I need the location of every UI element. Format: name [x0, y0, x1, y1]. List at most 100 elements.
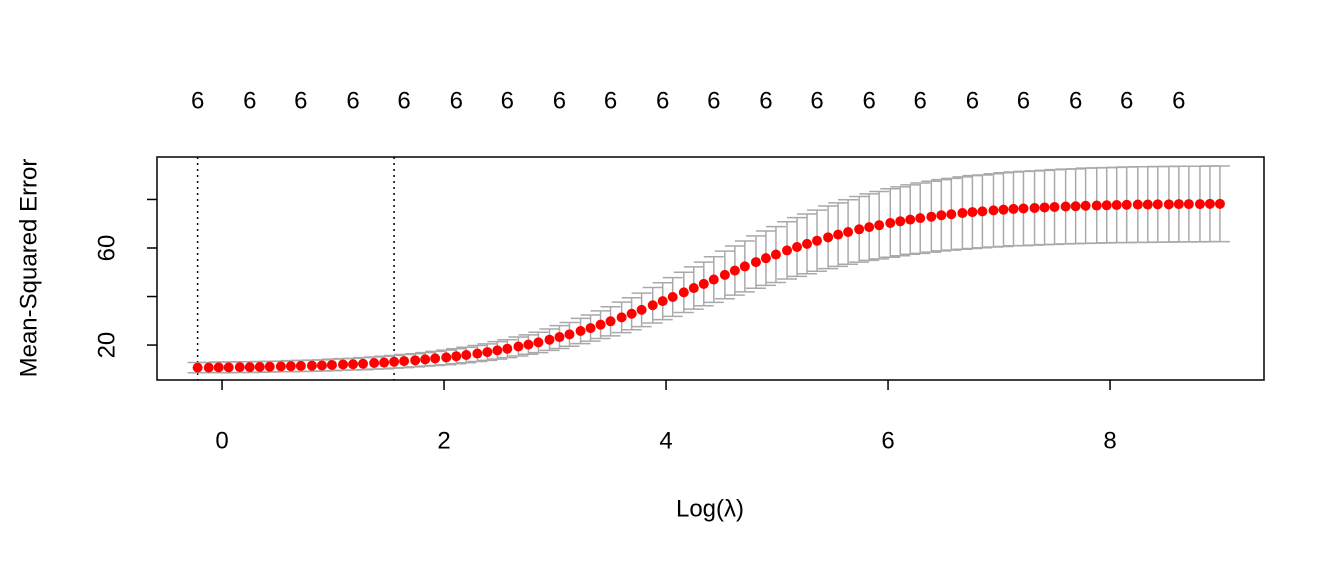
point: [585, 323, 596, 334]
point: [1121, 199, 1132, 210]
point: [223, 362, 234, 373]
point: [1214, 198, 1225, 209]
top-axis-label: 6: [707, 87, 720, 114]
point: [399, 356, 410, 367]
point: [936, 210, 947, 221]
point: [595, 319, 606, 330]
point: [213, 362, 224, 373]
point: [874, 220, 885, 231]
x-axis-label: Log(λ): [676, 495, 744, 522]
point: [905, 214, 916, 225]
point: [967, 207, 978, 218]
point: [451, 351, 462, 362]
point: [338, 359, 349, 370]
point: [1194, 199, 1205, 210]
point: [988, 205, 999, 216]
point: [348, 359, 359, 370]
top-axis-label: 6: [553, 87, 566, 114]
point: [554, 332, 565, 343]
y-tick-label: 20: [93, 332, 120, 359]
point: [379, 357, 390, 368]
point: [513, 341, 524, 352]
point: [678, 287, 689, 298]
point: [295, 360, 306, 371]
point: [885, 218, 896, 229]
point: [946, 209, 957, 220]
point: [605, 316, 616, 327]
point: [472, 348, 483, 359]
point: [192, 362, 203, 373]
point: [523, 339, 534, 350]
top-axis-label: 6: [346, 87, 359, 114]
point: [729, 265, 740, 276]
point: [977, 206, 988, 217]
point: [657, 296, 668, 307]
top-axis-label: 6: [294, 87, 307, 114]
point: [1080, 200, 1091, 211]
point: [843, 226, 854, 237]
point: [626, 308, 637, 319]
x-tick-label: 0: [215, 427, 228, 454]
point: [750, 257, 761, 268]
point: [264, 361, 275, 372]
x-tick-label: 6: [881, 427, 894, 454]
point: [1029, 202, 1040, 213]
point: [957, 208, 968, 219]
point: [1070, 201, 1081, 212]
point: [1091, 200, 1102, 211]
point: [770, 249, 781, 260]
point: [802, 238, 813, 249]
top-axis-label: 6: [450, 87, 463, 114]
point: [1173, 199, 1184, 210]
y-axis-label: Mean-Squared Error: [15, 159, 42, 378]
point: [1018, 203, 1029, 214]
point: [1183, 199, 1194, 210]
point: [564, 329, 575, 340]
point: [389, 356, 400, 367]
x-tick-label: 4: [659, 427, 672, 454]
point: [616, 312, 627, 323]
point: [1152, 199, 1163, 210]
point: [1142, 199, 1153, 210]
point: [234, 362, 245, 373]
point: [1049, 201, 1060, 212]
point: [502, 343, 513, 354]
point: [823, 232, 834, 243]
top-axis-label: 6: [966, 87, 979, 114]
point: [998, 204, 1009, 215]
top-axis-label: 6: [862, 87, 875, 114]
point: [864, 222, 875, 233]
y-tick-label: 60: [93, 235, 120, 262]
point: [760, 253, 771, 264]
point: [1163, 199, 1174, 210]
point: [739, 261, 750, 272]
point: [482, 347, 493, 358]
point: [792, 242, 803, 253]
point: [1132, 199, 1143, 210]
point: [316, 360, 327, 371]
point: [1008, 203, 1019, 214]
point: [420, 354, 431, 365]
point: [833, 229, 844, 240]
point: [1060, 201, 1071, 212]
point: [1111, 200, 1122, 211]
point: [926, 211, 937, 222]
point: [203, 362, 214, 373]
point: [719, 269, 730, 280]
top-axis-label: 6: [397, 87, 410, 114]
top-axis-label: 6: [1172, 87, 1185, 114]
top-axis-label: 6: [501, 87, 514, 114]
point: [915, 213, 926, 224]
point: [895, 216, 906, 227]
plot-frame: [156, 156, 1265, 381]
top-axis-label: 6: [191, 87, 204, 114]
point: [430, 353, 441, 364]
point: [812, 235, 823, 246]
point: [492, 345, 503, 356]
point: [410, 355, 421, 366]
point: [1101, 200, 1112, 211]
top-axis-label: 6: [1069, 87, 1082, 114]
point: [461, 350, 472, 361]
point: [1204, 198, 1215, 209]
